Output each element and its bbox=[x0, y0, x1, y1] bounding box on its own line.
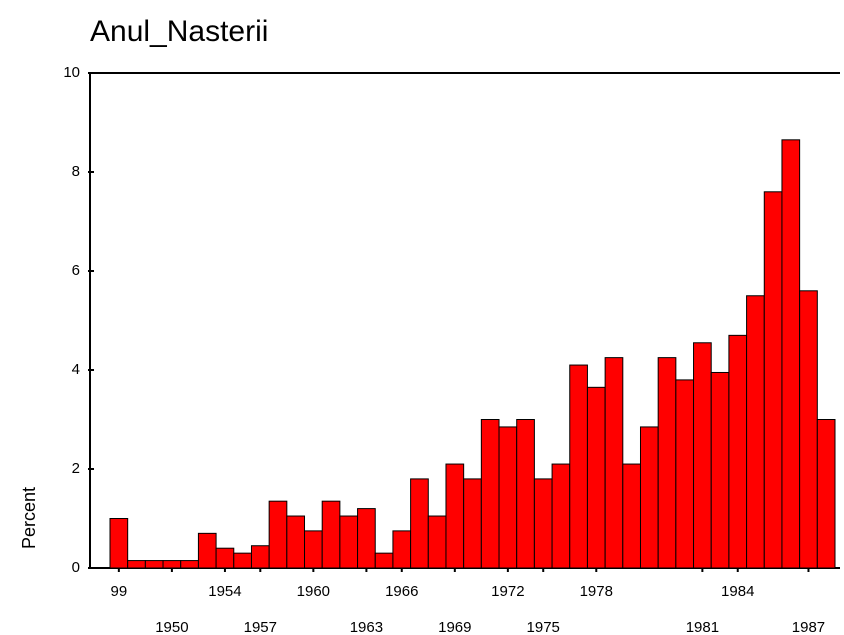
bar bbox=[728, 334, 748, 569]
bar bbox=[374, 552, 394, 569]
bar bbox=[268, 500, 288, 569]
bar bbox=[604, 357, 624, 569]
x-tick-label: 1972 bbox=[491, 583, 524, 600]
x-tick-label: 1963 bbox=[350, 619, 383, 635]
y-axis-label: Percent bbox=[19, 487, 39, 549]
y-tick-label: 0 bbox=[72, 559, 80, 576]
bar bbox=[480, 419, 500, 569]
y-tick-label: 8 bbox=[72, 163, 80, 180]
bar bbox=[498, 426, 518, 569]
bar bbox=[622, 463, 641, 569]
bar bbox=[463, 478, 482, 569]
bar bbox=[233, 552, 252, 569]
bar bbox=[799, 290, 818, 569]
bar bbox=[215, 547, 235, 569]
bar bbox=[427, 515, 447, 569]
bar bbox=[180, 560, 199, 569]
x-tick-label: 1978 bbox=[580, 583, 613, 600]
chart-title: Anul_Nasterii bbox=[90, 15, 268, 48]
bar bbox=[304, 530, 323, 569]
bar bbox=[127, 560, 146, 569]
bar bbox=[781, 139, 801, 569]
bar bbox=[657, 357, 677, 569]
bar bbox=[162, 560, 182, 569]
x-tick-label: 99 bbox=[110, 583, 127, 600]
bar bbox=[392, 530, 412, 569]
bar bbox=[339, 515, 359, 569]
bar bbox=[357, 508, 376, 569]
y-tick-label: 2 bbox=[72, 460, 80, 477]
bar bbox=[569, 364, 588, 569]
x-tick-label: 1981 bbox=[686, 619, 719, 635]
bar bbox=[144, 560, 164, 569]
bar bbox=[763, 191, 783, 569]
bar bbox=[109, 518, 129, 569]
bar bbox=[551, 463, 571, 569]
bar bbox=[197, 532, 217, 569]
bar bbox=[639, 426, 659, 569]
bar bbox=[445, 463, 465, 569]
bar bbox=[816, 419, 836, 569]
x-tick-label: 1975 bbox=[527, 619, 560, 635]
bar bbox=[533, 478, 553, 569]
y-tick-label: 6 bbox=[72, 262, 80, 279]
x-tick-label: 1984 bbox=[721, 583, 754, 600]
bar bbox=[710, 371, 730, 569]
y-tick-label: 4 bbox=[72, 361, 80, 378]
bar bbox=[321, 500, 341, 569]
bar bbox=[693, 342, 712, 569]
bar bbox=[516, 419, 535, 569]
bar bbox=[586, 386, 606, 569]
x-tick-label: 1960 bbox=[297, 583, 330, 600]
y-tick-label: 10 bbox=[63, 64, 80, 81]
x-tick-label: 1954 bbox=[208, 583, 241, 600]
bar bbox=[746, 295, 765, 569]
x-tick-label: 1987 bbox=[792, 619, 825, 635]
bar bbox=[410, 478, 429, 569]
bar bbox=[286, 515, 306, 569]
bar bbox=[250, 545, 270, 569]
x-tick-label: 1957 bbox=[244, 619, 277, 635]
x-tick-label: 1969 bbox=[438, 619, 471, 635]
x-tick-label: 1950 bbox=[155, 619, 188, 635]
bar bbox=[675, 379, 695, 569]
x-tick-label: 1966 bbox=[385, 583, 418, 600]
